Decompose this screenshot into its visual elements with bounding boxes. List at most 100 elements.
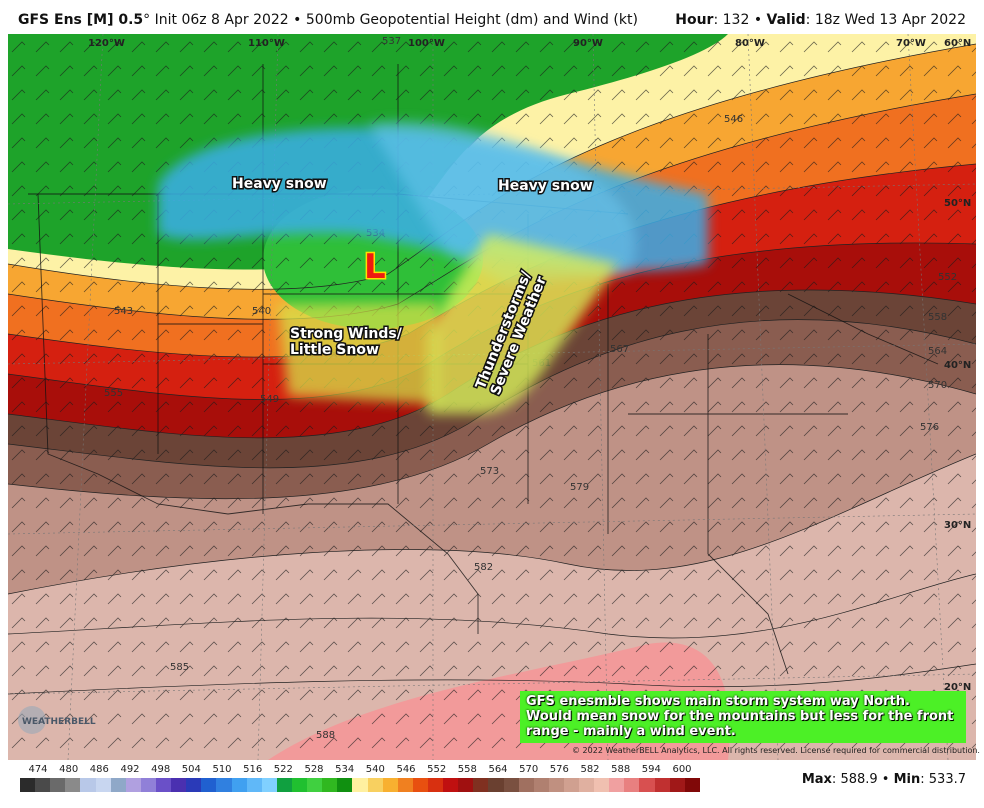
annotation-little-snow: Little Snow xyxy=(290,342,379,358)
min-label: Min xyxy=(893,772,921,787)
legend-swatch xyxy=(201,778,217,792)
legend-swatch xyxy=(548,778,564,792)
contour-label: 543 xyxy=(114,306,133,317)
annotation-strong-winds: Strong Winds/ xyxy=(290,326,403,342)
contour-label: 582 xyxy=(474,562,493,573)
legend-labels: 474 480 486 492 498 504 510 516 522 528 534 540 546 5… xyxy=(20,764,700,778)
contour-label: 537 xyxy=(382,36,401,47)
valid-value: 18z Wed 13 Apr 2022 xyxy=(814,12,966,28)
annotation-heavy-snow-east: Heavy snow xyxy=(498,178,593,194)
annotation-heavy-snow-west: Heavy snow xyxy=(232,176,327,192)
legend-label: 504 xyxy=(181,764,201,775)
heavy-snow-area-east xyxy=(368,121,636,284)
model-name: GFS Ens [M] 0.5 xyxy=(18,12,144,28)
legend-label: 600 xyxy=(672,764,692,775)
lat-label: 50°N xyxy=(944,198,971,209)
legend-swatch xyxy=(684,778,700,792)
contour-label: 546 xyxy=(724,114,743,125)
legend-swatch xyxy=(458,778,474,792)
copyright-notice: © 2022 WeatherBELL Analytics, LLC. All r… xyxy=(572,746,980,755)
lon-label: 100°W xyxy=(408,38,445,49)
legend-label: 510 xyxy=(212,764,232,775)
contour-label: 567 xyxy=(610,344,629,355)
lon-label: 120°W xyxy=(88,38,125,49)
contour-label: 540 xyxy=(252,306,271,317)
legend-swatch xyxy=(95,778,111,792)
legend-label: 588 xyxy=(611,764,631,775)
contour-label: 588 xyxy=(316,730,335,741)
legend-label: 528 xyxy=(304,764,324,775)
legend-swatch xyxy=(443,778,459,792)
legend-label: 492 xyxy=(120,764,140,775)
legend-swatch xyxy=(367,778,383,792)
max-min-stats: Max: 588.9 • Min: 533.7 xyxy=(801,772,966,787)
legend-swatch xyxy=(624,778,640,792)
legend-swatch xyxy=(125,778,141,792)
svg-text:WEATHERBELL: WEATHERBELL xyxy=(22,717,96,727)
legend-swatch xyxy=(186,778,202,792)
legend-label: 498 xyxy=(151,764,171,775)
legend-swatch xyxy=(322,778,338,792)
legend-label: 546 xyxy=(396,764,416,775)
legend-swatch xyxy=(171,778,187,792)
legend-swatch xyxy=(65,778,81,792)
legend-swatch xyxy=(337,778,353,792)
legend-swatch xyxy=(261,778,277,792)
legend-swatch xyxy=(231,778,247,792)
contour-label: 552 xyxy=(938,272,957,283)
hour-label: Hour xyxy=(675,12,714,28)
contour-label: 570 xyxy=(928,380,947,391)
legend-label: 552 xyxy=(427,764,447,775)
min-value: 533.7 xyxy=(928,772,966,787)
legend-swatch xyxy=(216,778,232,792)
hour-value: 132 xyxy=(722,12,750,28)
low-pressure-marker: L xyxy=(364,247,386,287)
contour-label: 579 xyxy=(570,482,589,493)
color-legend: 474 480 486 492 498 504 510 516 522 528 534 540 546 5… xyxy=(20,764,700,804)
legend-swatch xyxy=(397,778,413,792)
legend-swatch xyxy=(140,778,156,792)
map-canvas: 120°W 110°W 100°W 90°W 80°W 70°W 60°N 50… xyxy=(8,34,976,760)
contour-label: 573 xyxy=(480,466,499,477)
legend-label: 522 xyxy=(273,764,293,775)
contour-label: 576 xyxy=(920,422,939,433)
valid-info: Hour: 132 • Valid: 18z Wed 13 Apr 2022 xyxy=(675,12,966,28)
degree-symbol: ° xyxy=(143,12,151,28)
lon-label: 70°W xyxy=(896,38,926,49)
legend-label: 576 xyxy=(549,764,569,775)
legend-swatch xyxy=(609,778,625,792)
contour-label: 585 xyxy=(170,662,189,673)
legend-swatch xyxy=(503,778,519,792)
legend-swatch xyxy=(412,778,428,792)
lat-label: 60°N xyxy=(944,38,971,49)
stats-separator: • xyxy=(881,772,890,787)
lat-label: 40°N xyxy=(944,360,971,371)
header: GFS Ens [M] 0.5° Init 06z 8 Apr 2022 • 5… xyxy=(0,0,984,34)
map-title: GFS Ens [M] 0.5° Init 06z 8 Apr 2022 • 5… xyxy=(18,12,638,28)
init-time: Init 06z 8 Apr 2022 xyxy=(154,12,289,28)
legend-label: 486 xyxy=(89,764,109,775)
lon-label: 90°W xyxy=(573,38,603,49)
legend-label: 540 xyxy=(365,764,385,775)
lon-label: 110°W xyxy=(248,38,285,49)
legend-swatch xyxy=(488,778,504,792)
legend-swatch xyxy=(246,778,262,792)
legend-swatch xyxy=(110,778,126,792)
legend-swatch xyxy=(291,778,308,792)
legend-label: 516 xyxy=(243,764,263,775)
product-name: 500mb Geopotential Height (dm) and Wind … xyxy=(305,12,638,28)
max-value: 588.9 xyxy=(840,772,878,787)
contour-label: 549 xyxy=(260,394,279,405)
legend-label: 582 xyxy=(580,764,600,775)
legend-label: 564 xyxy=(488,764,508,775)
weather-map: 120°W 110°W 100°W 90°W 80°W 70°W 60°N 50… xyxy=(8,34,976,760)
legend-swatch xyxy=(669,778,685,792)
valid-separator: • xyxy=(753,12,763,28)
strong-winds-area xyxy=(278,302,438,404)
contour-label: 558 xyxy=(928,312,947,323)
legend-swatch xyxy=(352,778,368,792)
forecast-note: GFS enesmble shows main storm system way… xyxy=(520,691,966,743)
legend-swatch xyxy=(654,778,670,792)
legend-swatch xyxy=(579,778,595,792)
contour-label: 564 xyxy=(928,346,947,357)
